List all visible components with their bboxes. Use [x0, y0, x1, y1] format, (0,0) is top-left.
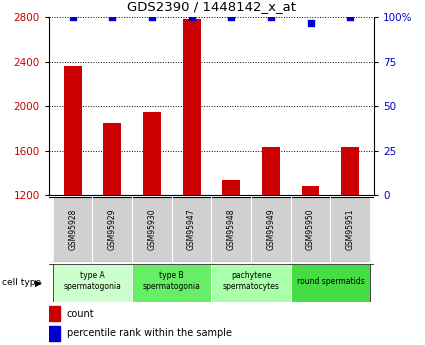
- Bar: [212, 264, 291, 302]
- Text: GSM95947: GSM95947: [187, 209, 196, 250]
- Bar: [262, 147, 280, 195]
- Text: GSM95929: GSM95929: [108, 209, 117, 250]
- Bar: [53, 197, 93, 262]
- Bar: [341, 147, 359, 195]
- Text: round spermatids: round spermatids: [297, 276, 364, 286]
- Title: GDS2390 / 1448142_x_at: GDS2390 / 1448142_x_at: [127, 0, 296, 13]
- Bar: [291, 197, 330, 262]
- Bar: [53, 264, 132, 302]
- Point: [109, 14, 116, 20]
- Text: ▶: ▶: [35, 278, 42, 287]
- Point: [149, 14, 156, 20]
- Text: type A
spermatogonia: type A spermatogonia: [64, 271, 122, 291]
- Bar: [330, 197, 370, 262]
- Text: pachytene
spermatocytes: pachytene spermatocytes: [223, 271, 280, 291]
- Text: cell type: cell type: [2, 278, 41, 287]
- Bar: [251, 197, 291, 262]
- Bar: [222, 180, 240, 195]
- Text: GSM95948: GSM95948: [227, 209, 236, 250]
- Point: [307, 20, 314, 25]
- Bar: [212, 197, 251, 262]
- Bar: [302, 186, 320, 195]
- Bar: [103, 123, 121, 195]
- Bar: [49, 306, 60, 322]
- Bar: [143, 112, 161, 195]
- Point: [69, 14, 76, 20]
- Text: GSM95950: GSM95950: [306, 209, 315, 250]
- Bar: [132, 264, 212, 302]
- Bar: [93, 197, 132, 262]
- Text: GSM95928: GSM95928: [68, 209, 77, 250]
- Text: GSM95930: GSM95930: [147, 209, 156, 250]
- Bar: [49, 326, 60, 341]
- Text: GSM95951: GSM95951: [346, 209, 355, 250]
- Text: count: count: [67, 309, 94, 319]
- Bar: [172, 197, 212, 262]
- Bar: [291, 264, 370, 302]
- Point: [267, 14, 274, 20]
- Bar: [64, 66, 82, 195]
- Point: [347, 14, 354, 20]
- Point: [188, 14, 195, 20]
- Bar: [183, 19, 201, 195]
- Point: [228, 14, 235, 20]
- Bar: [132, 197, 172, 262]
- Text: GSM95949: GSM95949: [266, 209, 275, 250]
- Text: type B
spermatogonia: type B spermatogonia: [143, 271, 201, 291]
- Text: percentile rank within the sample: percentile rank within the sample: [67, 328, 232, 338]
